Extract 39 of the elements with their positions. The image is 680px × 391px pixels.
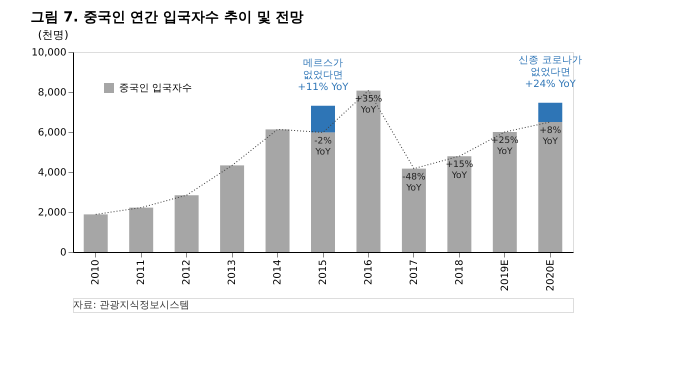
bar bbox=[538, 122, 562, 252]
annotation: +8% YoY bbox=[539, 126, 562, 147]
x-tick-label: 2012 bbox=[182, 260, 193, 285]
y-axis-title: (천명) bbox=[38, 28, 68, 42]
bar bbox=[174, 195, 199, 252]
bar bbox=[356, 90, 380, 252]
chart-title: 그림 7. 중국인 연간 입국자수 추이 및 전망 bbox=[30, 10, 304, 26]
bar bbox=[266, 129, 290, 252]
bar bbox=[492, 132, 517, 252]
bar bbox=[220, 165, 244, 252]
annotation: -48% YoY bbox=[402, 172, 426, 194]
y-tick-label: 0 bbox=[60, 248, 66, 258]
x-tick-label: 2018 bbox=[454, 260, 466, 285]
bar bbox=[538, 102, 562, 122]
x-tick-label: 2020E bbox=[545, 260, 556, 292]
x-tick-label: 2017 bbox=[408, 260, 420, 285]
x-tick-label: 2015 bbox=[318, 260, 329, 285]
bar bbox=[129, 208, 154, 252]
x-tick-label: 2010 bbox=[90, 260, 102, 285]
bar bbox=[402, 168, 426, 252]
annotation: 메르스가 없었다면 +11% YoY bbox=[298, 58, 350, 93]
bar bbox=[311, 106, 335, 132]
y-tick-label: 2,000 bbox=[38, 208, 66, 218]
bar bbox=[447, 156, 472, 252]
y-tick-label: 4,000 bbox=[38, 168, 66, 178]
annotation: 신종 코로나가 없었다면 +24% YoY bbox=[518, 54, 582, 90]
x-tick-label: 2016 bbox=[363, 260, 374, 285]
bar bbox=[311, 132, 335, 252]
annotation: -2% YoY bbox=[314, 136, 332, 158]
x-tick-label: 2014 bbox=[272, 260, 284, 285]
x-tick-label: 2019E bbox=[500, 260, 511, 292]
y-tick-label: 8,000 bbox=[38, 88, 66, 98]
y-tick-label: 10,000 bbox=[32, 48, 66, 58]
legend-label: 중국인 입국자수 bbox=[119, 83, 192, 94]
x-tick-label: 2013 bbox=[227, 260, 238, 285]
bar bbox=[84, 214, 108, 252]
text: 자료: 관광지식정보시스템 bbox=[73, 300, 190, 311]
y-tick-label: 6,000 bbox=[38, 128, 66, 138]
x-tick-label: 2011 bbox=[136, 260, 148, 285]
